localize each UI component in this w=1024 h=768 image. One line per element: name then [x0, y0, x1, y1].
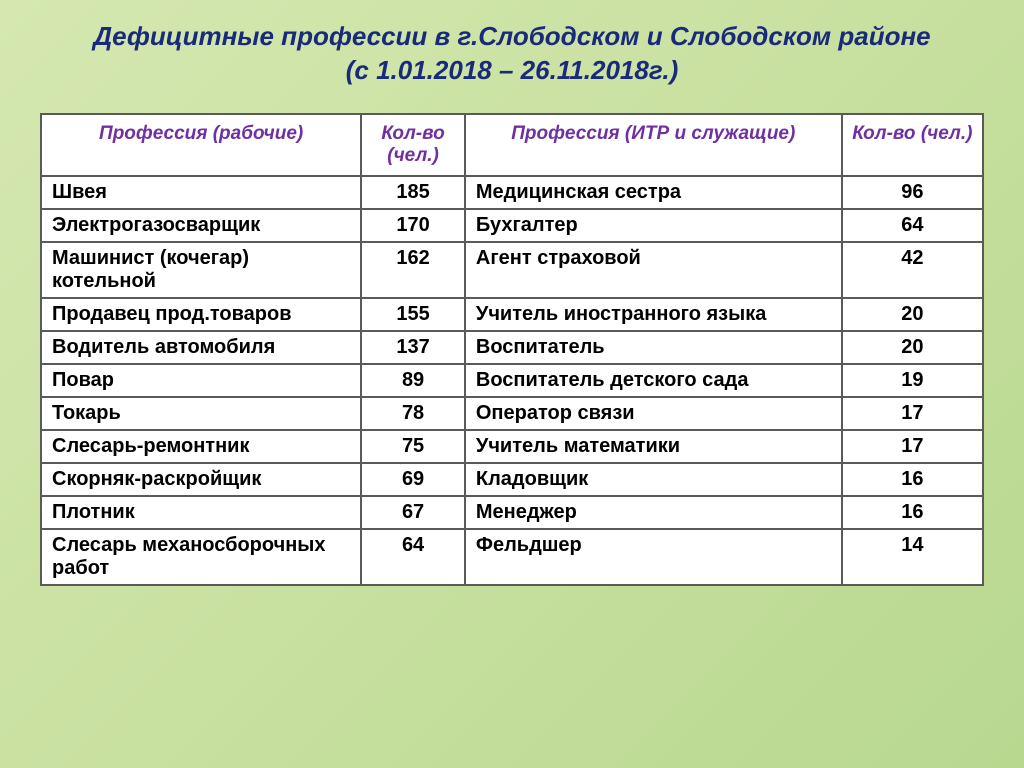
cell-prof2: Менеджер [465, 496, 842, 529]
cell-count1: 89 [361, 364, 465, 397]
cell-prof1: Швея [41, 176, 361, 209]
cell-count1: 155 [361, 298, 465, 331]
table-row: Плотник67Менеджер16 [41, 496, 983, 529]
cell-prof2: Медицинская сестра [465, 176, 842, 209]
cell-count2: 20 [842, 298, 983, 331]
professions-table: Профессия (рабочие) Кол-во (чел.) Профес… [40, 113, 984, 586]
cell-count1: 75 [361, 430, 465, 463]
table-row: Токарь78Оператор связи17 [41, 397, 983, 430]
cell-prof2: Оператор связи [465, 397, 842, 430]
table-row: Слесарь-ремонтник75Учитель математики17 [41, 430, 983, 463]
table-row: Слесарь механосборочных работ64Фельдшер1… [41, 529, 983, 585]
title-line-2: (с 1.01.2018 – 26.11.2018г.) [346, 55, 679, 85]
cell-count2: 96 [842, 176, 983, 209]
col-header-count2: Кол-во (чел.) [842, 114, 983, 176]
cell-count2: 14 [842, 529, 983, 585]
table-row: Продавец прод.товаров155Учитель иностран… [41, 298, 983, 331]
table-row: Электрогазосварщик170Бухгалтер64 [41, 209, 983, 242]
title-line-1: Дефицитные профессии в г.Слободском и Сл… [93, 21, 930, 51]
cell-count2: 16 [842, 463, 983, 496]
cell-count2: 20 [842, 331, 983, 364]
cell-prof1: Продавец прод.товаров [41, 298, 361, 331]
cell-count1: 137 [361, 331, 465, 364]
cell-count1: 69 [361, 463, 465, 496]
table-row: Швея185Медицинская сестра96 [41, 176, 983, 209]
cell-count2: 64 [842, 209, 983, 242]
cell-count2: 42 [842, 242, 983, 298]
cell-prof2: Воспитатель детского сада [465, 364, 842, 397]
cell-prof2: Учитель математики [465, 430, 842, 463]
cell-count1: 162 [361, 242, 465, 298]
cell-count2: 19 [842, 364, 983, 397]
cell-count1: 78 [361, 397, 465, 430]
cell-prof1: Слесарь-ремонтник [41, 430, 361, 463]
table-row: Скорняк-раскройщик69Кладовщик16 [41, 463, 983, 496]
col-header-prof2: Профессия (ИТР и служащие) [465, 114, 842, 176]
table-body: Швея185Медицинская сестра96Электрогазосв… [41, 176, 983, 585]
table-row: Машинист (кочегар) котельной162Агент стр… [41, 242, 983, 298]
cell-count2: 16 [842, 496, 983, 529]
cell-count2: 17 [842, 430, 983, 463]
cell-prof1: Токарь [41, 397, 361, 430]
cell-count1: 185 [361, 176, 465, 209]
cell-prof1: Повар [41, 364, 361, 397]
cell-count2: 17 [842, 397, 983, 430]
table-row: Повар89Воспитатель детского сада19 [41, 364, 983, 397]
cell-prof1: Электрогазосварщик [41, 209, 361, 242]
table-header-row: Профессия (рабочие) Кол-во (чел.) Профес… [41, 114, 983, 176]
cell-prof1: Скорняк-раскройщик [41, 463, 361, 496]
cell-prof2: Воспитатель [465, 331, 842, 364]
cell-count1: 170 [361, 209, 465, 242]
cell-prof2: Агент страховой [465, 242, 842, 298]
cell-prof2: Учитель иностранного языка [465, 298, 842, 331]
cell-prof2: Фельдшер [465, 529, 842, 585]
table-row: Водитель автомобиля137Воспитатель20 [41, 331, 983, 364]
cell-prof2: Бухгалтер [465, 209, 842, 242]
cell-count1: 64 [361, 529, 465, 585]
cell-prof1: Водитель автомобиля [41, 331, 361, 364]
cell-prof1: Слесарь механосборочных работ [41, 529, 361, 585]
page-title: Дефицитные профессии в г.Слободском и Сл… [40, 20, 984, 88]
cell-prof2: Кладовщик [465, 463, 842, 496]
cell-count1: 67 [361, 496, 465, 529]
col-header-count1: Кол-во (чел.) [361, 114, 465, 176]
col-header-prof1: Профессия (рабочие) [41, 114, 361, 176]
cell-prof1: Машинист (кочегар) котельной [41, 242, 361, 298]
cell-prof1: Плотник [41, 496, 361, 529]
